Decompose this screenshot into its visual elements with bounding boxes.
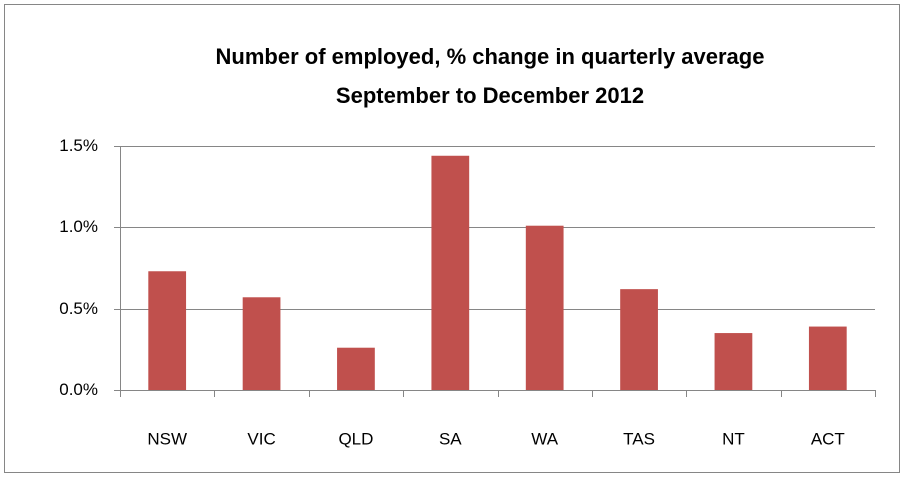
y-tick-label: 1.0% bbox=[59, 217, 98, 236]
y-tick-label: 1.5% bbox=[59, 136, 98, 155]
bar bbox=[714, 333, 753, 390]
x-tick-label: SA bbox=[439, 429, 462, 448]
bar bbox=[808, 326, 847, 390]
bar bbox=[148, 271, 187, 390]
chart-title: Number of employed, % change in quarterl… bbox=[216, 44, 765, 69]
bar bbox=[337, 347, 375, 390]
bar bbox=[431, 155, 470, 390]
x-tick-label: ACT bbox=[811, 429, 845, 448]
chart-subtitle: September to December 2012 bbox=[336, 83, 644, 108]
y-tick-label: 0.0% bbox=[59, 380, 98, 399]
x-tick-label: VIC bbox=[247, 429, 275, 448]
x-tick-label: NSW bbox=[147, 429, 187, 448]
x-tick-label: QLD bbox=[338, 429, 373, 448]
bar bbox=[525, 225, 564, 390]
x-tick-label: NT bbox=[722, 429, 745, 448]
x-tick-label: WA bbox=[531, 429, 558, 448]
bar bbox=[620, 289, 658, 390]
bar bbox=[242, 297, 281, 390]
y-tick-label: 0.5% bbox=[59, 299, 98, 318]
x-tick-label: TAS bbox=[623, 429, 655, 448]
